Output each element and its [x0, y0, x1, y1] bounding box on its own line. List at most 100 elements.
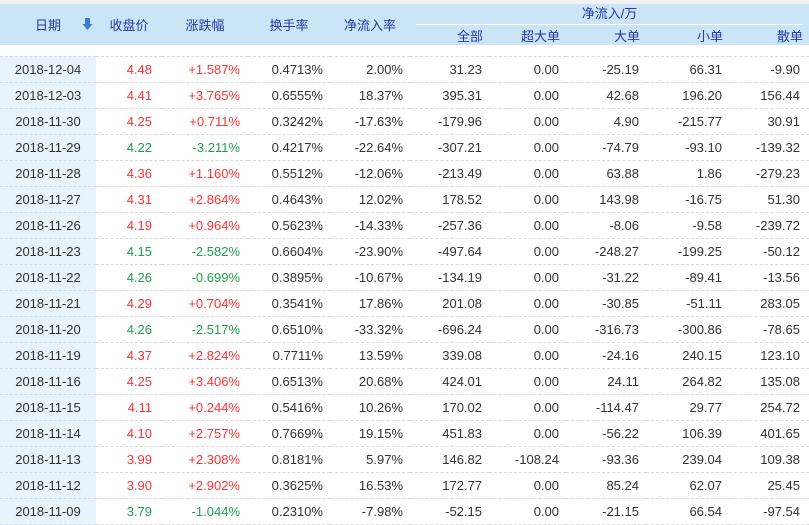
turnover-rate-cell: 0.7711% [248, 343, 330, 369]
net-inflow-large-cell: 42.68 [566, 83, 646, 109]
net-inflow-rate-cell: -33.32% [330, 317, 410, 343]
table-row: 2018-11-30 4.25 +0.711% 0.3242% -17.63% … [0, 109, 809, 135]
net-inflow-super-large-cell: 0.00 [489, 83, 566, 109]
net-inflow-rate-cell: 10.26% [330, 395, 410, 421]
net-inflow-retail-cell: -78.65 [729, 317, 809, 343]
net-inflow-large-cell: -21.15 [566, 499, 646, 525]
net-inflow-small-cell: -16.75 [646, 187, 729, 213]
net-inflow-rate-cell: -17.63% [330, 109, 410, 135]
close-price-cell: 4.29 [96, 291, 162, 317]
close-price-cell: 4.26 [96, 265, 162, 291]
date-cell: 2018-11-28 [0, 161, 96, 187]
net-inflow-retail-cell: -239.72 [729, 213, 809, 239]
column-header-date-label: 日期 [34, 18, 61, 33]
header-body-gap [0, 45, 809, 56]
net-inflow-all-cell: -696.24 [410, 317, 489, 343]
table-row: 2018-11-26 4.19 +0.964% 0.5623% -14.33% … [0, 213, 809, 239]
change-percent-cell: +1.160% [162, 161, 248, 187]
net-inflow-super-large-cell: 0.00 [489, 135, 566, 161]
net-inflow-small-cell: 66.54 [646, 499, 729, 525]
net-inflow-small-cell: -93.10 [646, 135, 729, 161]
net-inflow-small-cell: 239.04 [646, 447, 729, 473]
table-row: 2018-11-19 4.37 +2.824% 0.7711% 13.59% 3… [0, 343, 809, 369]
net-inflow-all-cell: 31.23 [410, 56, 489, 83]
change-percent-cell: +0.964% [162, 213, 248, 239]
net-inflow-large-cell: -248.27 [566, 239, 646, 265]
column-header-all: 全部 [456, 28, 483, 44]
close-price-cell: 4.25 [96, 369, 162, 395]
turnover-rate-cell: 0.3625% [248, 473, 330, 499]
change-percent-cell: -3.211% [162, 135, 248, 161]
net-inflow-all-cell: -257.36 [410, 213, 489, 239]
net-inflow-retail-cell: 25.45 [729, 473, 809, 499]
date-cell: 2018-11-15 [0, 395, 96, 421]
net-inflow-rate-cell: 20.68% [330, 369, 410, 395]
net-inflow-super-large-cell: 0.00 [489, 421, 566, 447]
date-cell: 2018-12-03 [0, 83, 96, 109]
column-header-change-percent: 涨跌幅 [185, 18, 225, 33]
change-percent-cell: -1.044% [162, 499, 248, 525]
net-inflow-small-cell: -9.58 [646, 213, 729, 239]
close-price-cell: 4.15 [96, 239, 162, 265]
net-inflow-rate-cell: 16.53% [330, 473, 410, 499]
net-inflow-all-cell: -497.64 [410, 239, 489, 265]
close-price-cell: 4.37 [96, 343, 162, 369]
net-inflow-rate-cell: 18.37% [330, 83, 410, 109]
net-inflow-small-cell: 29.77 [646, 395, 729, 421]
net-inflow-rate-cell: -22.64% [330, 135, 410, 161]
close-price-cell: 4.10 [96, 421, 162, 447]
header-group-divider [416, 24, 803, 25]
net-inflow-super-large-cell: 0.00 [489, 395, 566, 421]
net-inflow-rate-cell: 19.15% [330, 421, 410, 447]
net-inflow-large-cell: -316.73 [566, 317, 646, 343]
net-inflow-retail-cell: -13.56 [729, 265, 809, 291]
change-percent-cell: +2.902% [162, 473, 248, 499]
net-inflow-rate-cell: 17.86% [330, 291, 410, 317]
net-inflow-rate-cell: 13.59% [330, 343, 410, 369]
date-cell: 2018-12-04 [0, 56, 96, 83]
net-inflow-small-cell: 106.39 [646, 421, 729, 447]
change-percent-cell: +1.587% [162, 56, 248, 83]
net-inflow-super-large-cell: 0.00 [489, 187, 566, 213]
change-percent-cell: +0.244% [162, 395, 248, 421]
net-inflow-all-cell: -179.96 [410, 109, 489, 135]
column-header-turnover-rate: 换手率 [269, 18, 309, 33]
table-row: 2018-12-04 4.48 +1.587% 0.4713% 2.00% 31… [0, 56, 809, 83]
close-price-cell: 4.22 [96, 135, 162, 161]
net-inflow-rate-cell: -7.98% [330, 499, 410, 525]
net-inflow-small-cell: 66.31 [646, 56, 729, 83]
close-price-cell: 4.11 [96, 395, 162, 421]
net-inflow-rate-cell: 2.00% [330, 56, 410, 83]
column-header-super-large-order: 超大单 [520, 28, 560, 44]
net-inflow-retail-cell: -279.23 [729, 161, 809, 187]
date-cell: 2018-11-19 [0, 343, 96, 369]
turnover-rate-cell: 0.5512% [248, 161, 330, 187]
column-header-retail-order: 散单 [776, 28, 803, 44]
net-inflow-retail-cell: -50.12 [729, 239, 809, 265]
sort-descending-icon[interactable] [82, 18, 93, 30]
change-percent-cell: -2.582% [162, 239, 248, 265]
net-inflow-retail-cell: -97.54 [729, 499, 809, 525]
change-percent-cell: -0.699% [162, 265, 248, 291]
net-inflow-small-cell: -89.41 [646, 265, 729, 291]
column-header-date[interactable]: 日期 [0, 4, 96, 45]
date-cell: 2018-11-29 [0, 135, 96, 161]
change-percent-cell: +2.308% [162, 447, 248, 473]
close-price-cell: 4.48 [96, 56, 162, 83]
table-row: 2018-11-22 4.26 -0.699% 0.3895% -10.67% … [0, 265, 809, 291]
net-inflow-all-cell: 395.31 [410, 83, 489, 109]
close-price-cell: 4.41 [96, 83, 162, 109]
net-inflow-super-large-cell: -108.24 [489, 447, 566, 473]
table-top-strip [0, 0, 809, 4]
column-header-small-order: 小单 [696, 28, 723, 44]
net-inflow-retail-cell: 401.65 [729, 421, 809, 447]
date-cell: 2018-11-23 [0, 239, 96, 265]
net-inflow-all-cell: -52.15 [410, 499, 489, 525]
net-inflow-all-cell: -213.49 [410, 161, 489, 187]
net-inflow-large-cell: -93.36 [566, 447, 646, 473]
net-inflow-super-large-cell: 0.00 [489, 239, 566, 265]
net-inflow-large-cell: -114.47 [566, 395, 646, 421]
close-price-cell: 3.90 [96, 473, 162, 499]
turnover-rate-cell: 0.5623% [248, 213, 330, 239]
